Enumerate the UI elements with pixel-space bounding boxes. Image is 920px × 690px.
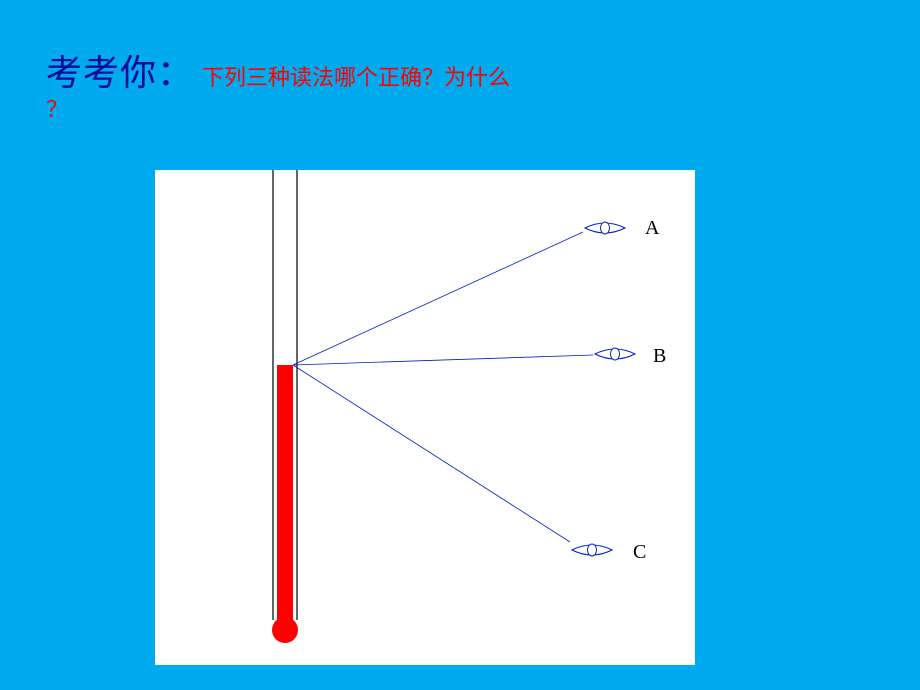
thermometer-bulb <box>272 617 298 643</box>
thermometer-liquid <box>277 365 293 630</box>
title-line: 考考你： 下列三种读法哪个正确？为什么 <box>46 44 510 96</box>
diagram-svg: A B C <box>155 170 695 665</box>
eye-c: C <box>572 541 646 563</box>
eye-label-a: A <box>645 217 660 239</box>
sightline-b <box>293 355 593 365</box>
sightline-a <box>293 232 583 365</box>
diagram-panel: A B C <box>155 170 695 665</box>
title-main: 考考你： <box>46 44 194 96</box>
eye-label-b: B <box>653 345 666 367</box>
eye-a: A <box>585 217 660 239</box>
title-sub: 下列三种读法哪个正确？为什么 <box>202 60 510 92</box>
eye-label-c: C <box>633 541 646 563</box>
title-sub-line2: ？ <box>46 92 68 124</box>
sightline-c <box>293 365 570 542</box>
eye-b: B <box>595 345 666 367</box>
